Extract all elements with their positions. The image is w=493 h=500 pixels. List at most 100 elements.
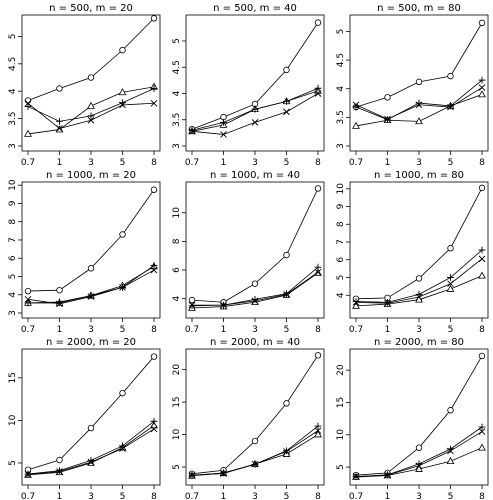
point-triangle xyxy=(446,457,455,465)
series-line xyxy=(191,355,319,475)
point-circle xyxy=(56,85,63,92)
panel-title: n = 2000, m = 20 xyxy=(46,337,136,348)
point-triangle xyxy=(415,464,423,472)
point-plus xyxy=(220,118,227,126)
y-tick-label: 4 xyxy=(8,88,18,94)
y-tick-label: 4 xyxy=(172,90,182,96)
point-circle xyxy=(150,15,158,22)
x-tick-label: 1 xyxy=(221,158,227,168)
x-tick-label: 5 xyxy=(284,158,290,168)
x-tick-label: 1 xyxy=(57,492,63,500)
y-tick-label: 3.5 xyxy=(336,110,346,124)
point-cross xyxy=(478,428,486,435)
panel-5: n = 1000, m = 40 0.7 1 3 5 8 4 6 8 10 xyxy=(172,170,325,335)
point-circle xyxy=(87,74,95,81)
x-tick-label: 3 xyxy=(252,492,258,500)
series-line xyxy=(191,430,319,476)
y-tick-label: 4 xyxy=(336,86,346,92)
x-tick-label: 0.7 xyxy=(185,158,199,168)
x-tick-label: 1 xyxy=(57,158,63,168)
series-line xyxy=(355,187,483,300)
x-tick-label: 3 xyxy=(416,325,422,335)
point-cross xyxy=(251,297,259,305)
point-plus xyxy=(283,447,290,455)
point-plus xyxy=(283,290,290,298)
series-circle xyxy=(188,19,322,133)
y-tick-label: 3 xyxy=(8,310,18,316)
point-plus xyxy=(150,417,158,425)
point-cross xyxy=(314,427,322,434)
panel-title: n = 1000, m = 20 xyxy=(46,170,136,181)
point-triangle xyxy=(150,421,158,429)
panel-9: n = 2000, m = 80 0.7 1 3 5 8 5 10 15 20 xyxy=(336,337,489,500)
panel-title: n = 2000, m = 40 xyxy=(210,337,300,348)
point-circle xyxy=(188,296,196,304)
point-cross xyxy=(447,447,454,455)
point-plus xyxy=(24,103,32,110)
y-tick-label: 3.5 xyxy=(8,111,18,125)
point-triangle xyxy=(87,101,95,109)
y-tick-label: 3.5 xyxy=(172,113,182,127)
y-tick-label: 6 xyxy=(8,255,18,261)
y-tick-label: 3 xyxy=(172,143,182,149)
series-plus xyxy=(352,246,486,306)
point-cross xyxy=(24,295,32,303)
x-tick-label: 5 xyxy=(448,492,454,500)
y-tick-label: 4.5 xyxy=(172,60,182,74)
point-circle xyxy=(314,19,322,26)
point-cross xyxy=(220,301,227,309)
series-line xyxy=(27,18,155,101)
point-plus xyxy=(352,298,360,305)
y-tick-label: 7 xyxy=(8,237,18,243)
point-cross xyxy=(384,115,391,123)
point-circle xyxy=(415,444,423,451)
point-triangle xyxy=(446,284,455,292)
x-tick-label: 3 xyxy=(416,492,422,500)
point-cross xyxy=(415,101,423,109)
series-cross xyxy=(24,99,158,132)
y-tick-label: 4.5 xyxy=(336,53,346,67)
x-tick-label: 3 xyxy=(252,158,258,168)
series-cross xyxy=(188,90,322,138)
series-circle xyxy=(352,184,486,303)
series-triangle xyxy=(352,90,486,129)
x-tick-label: 0.7 xyxy=(21,325,35,335)
y-tick-label: 5 xyxy=(336,464,346,470)
point-cross xyxy=(283,448,290,455)
y-tick-label: 9 xyxy=(336,203,346,209)
x-tick-label: 1 xyxy=(385,492,391,500)
point-triangle xyxy=(478,90,486,98)
point-cross xyxy=(352,299,360,306)
point-cross xyxy=(478,84,486,91)
series-line xyxy=(355,22,483,108)
point-circle xyxy=(119,46,126,54)
point-cross xyxy=(384,471,391,479)
x-tick-label: 8 xyxy=(479,492,485,500)
x-tick-label: 1 xyxy=(57,325,63,335)
point-plus xyxy=(56,117,63,125)
y-tick-label: 15 xyxy=(172,396,182,407)
x-tick-label: 0.7 xyxy=(185,492,199,500)
point-cross xyxy=(87,458,95,466)
x-tick-label: 1 xyxy=(221,325,227,335)
x-tick-label: 0.7 xyxy=(349,492,363,500)
point-circle xyxy=(283,251,290,259)
series-cross xyxy=(24,266,158,308)
x-tick-label: 0.7 xyxy=(21,158,35,168)
point-plus xyxy=(384,298,391,306)
y-tick-label: 5 xyxy=(172,38,182,44)
series-cross xyxy=(188,427,322,479)
point-plus xyxy=(314,84,322,92)
point-plus xyxy=(150,85,158,92)
point-triangle xyxy=(352,301,360,309)
series-circle xyxy=(352,19,486,111)
panel-title: n = 500, m = 20 xyxy=(49,3,133,14)
y-tick-label: 5 xyxy=(8,460,18,466)
point-circle xyxy=(478,352,486,360)
point-plus xyxy=(24,299,32,307)
y-tick-label: 5 xyxy=(336,275,346,281)
point-cross xyxy=(251,119,259,126)
point-plus xyxy=(478,423,486,431)
y-tick-label: 10 xyxy=(172,429,182,441)
y-tick-label: 20 xyxy=(172,364,182,376)
